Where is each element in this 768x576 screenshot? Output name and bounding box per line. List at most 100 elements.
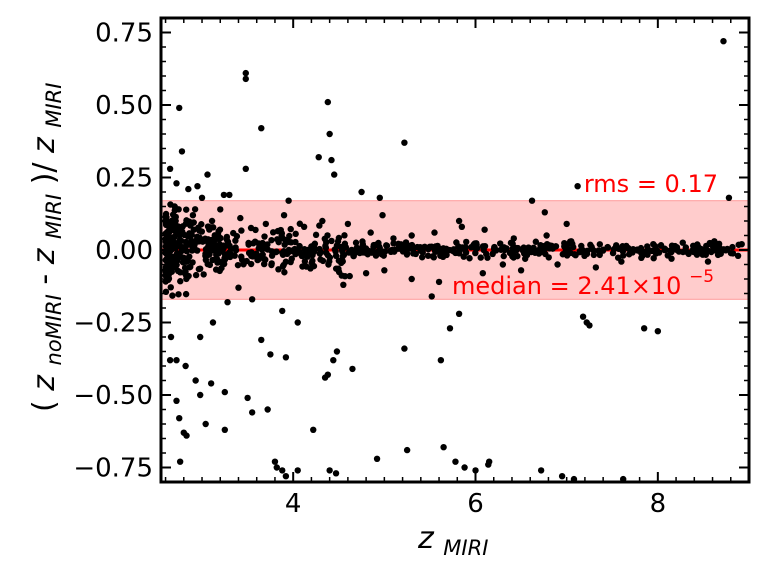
data-point [574,183,581,190]
data-point [209,319,217,326]
data-point [339,258,346,265]
rms-annotation: rms = 0.17 [584,170,718,198]
data-point [404,245,411,252]
data-point [206,251,213,258]
data-point [446,246,453,254]
data-point [408,232,415,239]
data-point [619,243,626,250]
data-point [316,222,323,229]
data-point [500,252,507,260]
data-point [257,253,264,260]
data-point [165,275,173,282]
data-point [162,210,170,218]
data-point [420,244,427,251]
data-point [214,259,221,266]
data-point [258,336,265,344]
data-point [280,212,288,219]
data-point [693,250,700,257]
data-point [410,245,417,253]
y-tick-label: −0.75 [73,454,153,484]
data-point [226,191,233,199]
data-point [599,246,607,253]
data-point [180,254,187,261]
data-point [258,125,265,132]
data-point [217,234,224,242]
data-point [440,444,447,451]
data-point [174,267,182,275]
data-point [294,319,301,326]
data-point [281,241,288,248]
data-point [244,394,251,402]
data-point [586,322,593,329]
data-point [299,263,306,270]
data-point [307,265,314,272]
data-point [238,253,245,260]
y-axis-label-z2: z [27,247,62,265]
data-point [596,241,604,248]
data-point [592,264,600,271]
x-axis-label-sub: MIRI [443,536,488,560]
data-point [208,217,216,225]
data-point [300,252,307,259]
data-point [173,241,181,248]
data-point [167,255,175,262]
data-point [279,263,287,270]
data-point [176,415,183,422]
data-point [188,247,196,254]
data-point [481,226,488,233]
data-point [706,239,714,247]
data-point [248,409,256,416]
data-point [401,345,408,352]
data-point [287,258,294,266]
data-point [237,214,244,222]
data-point [638,254,645,262]
data-point [162,256,169,264]
data-point [285,197,292,204]
data-point [372,252,380,259]
data-point [424,252,432,259]
data-point [640,325,648,332]
data-point [341,232,348,239]
data-point [466,255,473,262]
data-point [581,252,588,260]
data-point [419,249,426,256]
data-point [209,256,216,264]
data-point [383,242,391,249]
data-point [218,264,225,272]
data-point [223,233,231,241]
data-point [206,226,213,233]
data-point [667,247,674,254]
data-point [324,371,332,378]
data-point [335,268,343,276]
data-point [473,241,480,249]
data-point [455,310,463,317]
data-point [702,248,709,256]
data-point [403,446,411,454]
data-point [192,271,200,279]
median-annotation: median = 2.41×10 −5 [452,267,714,300]
data-point [543,232,550,239]
data-point [182,271,189,278]
data-point [576,248,583,255]
data-point [178,148,186,155]
data-point [468,244,475,251]
data-point [232,247,240,254]
data-point [438,247,445,255]
data-point [245,241,252,248]
data-point [193,233,201,241]
y-tick-label: −0.25 [73,309,153,339]
data-point [612,244,620,251]
data-point [712,244,719,252]
data-point [315,154,322,161]
data-point [725,194,733,201]
data-point [452,458,459,465]
data-point [370,243,377,251]
data-point [166,357,174,364]
data-point [173,397,180,404]
data-point [625,251,633,258]
x-axis-label: z MIRI [417,521,488,560]
data-point [202,256,210,264]
data-point [456,246,464,253]
data-point [499,261,507,268]
data-point [267,351,274,358]
